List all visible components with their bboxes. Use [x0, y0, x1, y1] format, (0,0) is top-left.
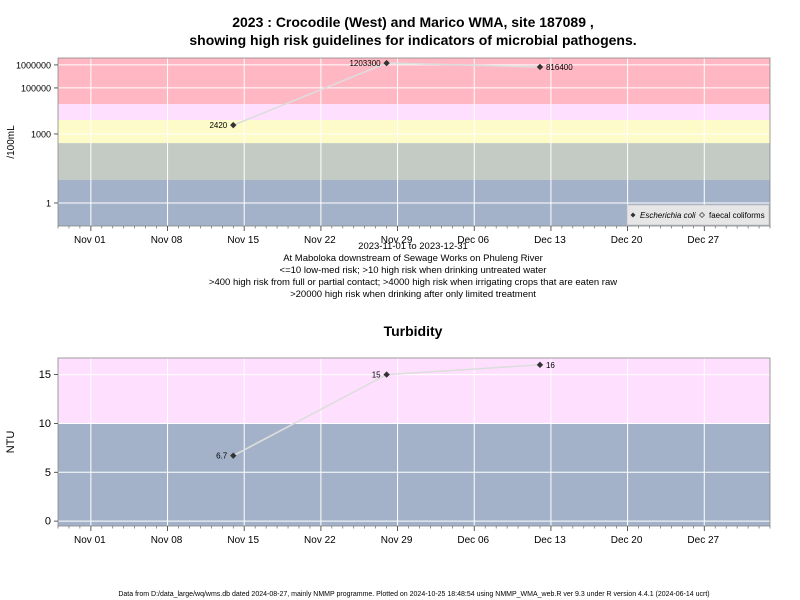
risk-band-0 — [58, 358, 770, 424]
y-axis: 0 5 10 15 — [39, 369, 58, 528]
data-label: 16 — [546, 361, 555, 370]
x-tick-label: Nov 15 — [227, 235, 259, 246]
legend-marker-ecoli — [630, 212, 636, 218]
data-point — [383, 371, 390, 378]
main-title-line2: showing high risk guidelines for indicat… — [189, 32, 636, 48]
plot-frame — [57, 357, 771, 527]
x-tick-label: Dec 06 — [457, 235, 489, 246]
x-tick-label: Nov 01 — [74, 535, 106, 546]
data-point — [536, 63, 544, 71]
data-label: 816400 — [546, 63, 573, 72]
x-tick-label: Nov 08 — [151, 535, 183, 546]
plot-frame — [57, 57, 771, 227]
data-point — [230, 121, 237, 129]
y-tick-label: 1000 — [31, 129, 51, 139]
x-axis: Nov 01 Nov 08 Nov 15 Nov 22 Nov 29 Dec 06 Dec … — [57, 526, 771, 546]
y-tick-label: 10 — [39, 418, 51, 430]
main-title-line1: 2023 : Crocodile (West) and Marico WMA, … — [232, 14, 594, 30]
data-label: 2420 — [209, 121, 227, 130]
series-layer: 6.7 15 16 — [216, 361, 555, 461]
series-layer: 2420 1203300 816400 — [209, 59, 573, 130]
footer-note: Data from D:/data_large/wq/wms.db dated … — [118, 591, 709, 598]
risk-band-2 — [58, 120, 770, 144]
x-tick-label: Nov 22 — [304, 235, 336, 246]
y-tick-label: 0 — [45, 516, 51, 528]
legend: Escherichia coli faecal coliforms — [626, 204, 770, 226]
x-tick-label: Dec 06 — [457, 535, 489, 546]
data-label: 6.7 — [216, 452, 228, 461]
grid-lines — [58, 358, 770, 526]
y-axis: 1 1000 100000 1000000 — [16, 60, 58, 208]
x-tick-label: Dec 20 — [611, 235, 643, 246]
bacteria-panel: 2420 1203300 816400 1 1000 100000 1000000 Nov… — [6, 57, 771, 246]
risk-band-0 — [58, 58, 770, 105]
x-tick-label: Nov 29 — [381, 235, 413, 246]
x-tick-label: Dec 13 — [534, 235, 566, 246]
x-tick-label: Dec 20 — [611, 535, 643, 546]
caption-site: At Maboloka downstream of Sewage Works o… — [283, 253, 543, 264]
y-tick-label: 5 — [45, 467, 51, 479]
risk-band-3 — [58, 143, 770, 180]
legend-label-faecal: faecal coliforms — [709, 211, 765, 220]
x-tick-label: Nov 08 — [151, 235, 183, 246]
y-tick-label: 15 — [39, 369, 51, 381]
x-axis: Nov 01 Nov 08 Nov 15 Nov 22 Nov 29 Dec 06 Dec … — [57, 226, 771, 246]
x-tick-label: Dec 27 — [687, 235, 719, 246]
data-label: 1203300 — [349, 59, 381, 68]
y-axis-label: NTU — [5, 431, 17, 454]
caption-guideline-3: >20000 high risk when drinking after onl… — [290, 289, 536, 300]
risk-bands — [58, 58, 770, 226]
data-label: 15 — [372, 371, 381, 380]
x-tick-label: Nov 01 — [74, 235, 106, 246]
x-tick-label: Nov 22 — [304, 535, 336, 546]
data-point — [230, 452, 237, 459]
y-tick-label: 100000 — [21, 83, 51, 93]
caption-date-range: 2023-11-01 to 2023-12-31 — [358, 241, 468, 252]
x-tick-label: Nov 15 — [227, 535, 259, 546]
x-tick-label: Nov 29 — [381, 535, 413, 546]
legend-box — [626, 204, 770, 226]
y-axis-label: /100mL — [6, 125, 17, 159]
x-tick-label: Dec 27 — [687, 535, 719, 546]
y-tick-label: 1000000 — [16, 60, 51, 70]
y-tick-label: 1 — [46, 198, 51, 208]
legend-label-ecoli: Escherichia coli — [640, 211, 696, 220]
grid-lines — [58, 58, 770, 226]
x-tick-label: Dec 13 — [534, 535, 566, 546]
turbidity-title: Turbidity — [384, 323, 443, 339]
caption-guideline-1: <=10 low-med risk; >10 high risk when dr… — [280, 265, 547, 276]
risk-band-1 — [58, 104, 770, 121]
risk-band-1 — [58, 423, 770, 526]
data-point — [536, 361, 544, 369]
data-point — [383, 59, 390, 67]
risk-bands — [58, 358, 770, 526]
legend-marker-faecal — [699, 212, 705, 218]
caption-guideline-2: >400 high risk from full or partial cont… — [209, 277, 617, 288]
